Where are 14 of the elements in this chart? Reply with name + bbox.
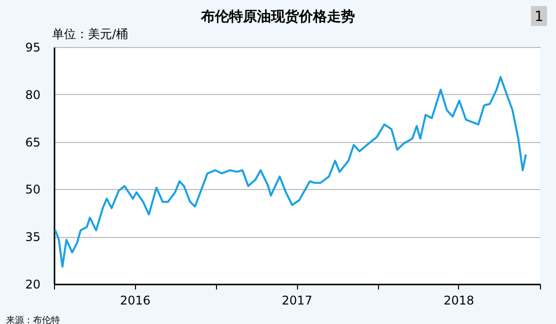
y-tick-label: 80 [25,88,40,102]
y-tick-label: 65 [25,135,40,150]
line-series [54,76,527,268]
text: 1 [534,9,544,25]
x-tick-label: 2016 [120,294,150,308]
y-tick-label: 35 [25,230,40,244]
x-tick-label: 2018 [444,294,474,308]
y-axis-title: 单位：美元/桶 [52,27,128,41]
y-tick-label: 95 [25,40,40,54]
y-tick-label: 20 [25,278,40,292]
x-tick-label: 2017 [282,294,312,308]
source-note: 来源：布伦特 [6,315,60,324]
chart-title: 布伦特原油现货价格走势 [200,9,355,25]
y-tick-label: 50 [25,182,40,197]
